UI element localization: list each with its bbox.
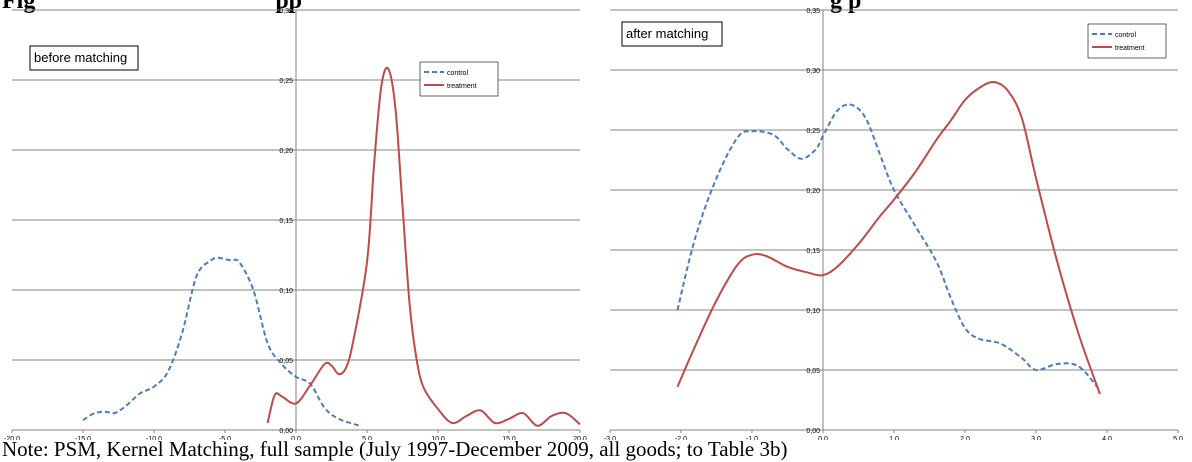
legend-label-treatment: treatment	[1115, 45, 1145, 52]
y-tick-label: 0,00	[806, 428, 820, 435]
legend: control treatment	[1087, 23, 1167, 59]
x-tick-label: -15,0	[75, 436, 91, 440]
figure-note: Note: PSM, Kernel Matching, full sample …	[2, 437, 788, 461]
x-tick-label: -20,0	[4, 436, 20, 440]
x-tick-label: 1,0	[889, 436, 899, 440]
y-tick-label: 0,05	[806, 368, 820, 375]
x-tick-label: 0,0	[818, 436, 828, 440]
series-line-treatment	[266, 66, 581, 427]
y-tick-label: 0,05	[279, 358, 293, 365]
y-tick-label: 0,10	[279, 288, 293, 295]
annotation-box: before matching	[29, 45, 139, 71]
y-tick-label: 0,20	[279, 148, 293, 155]
annotation-box: after matching	[621, 21, 723, 47]
x-tick-label: 15,0	[502, 436, 516, 440]
x-tick-label: -2,0	[675, 436, 687, 440]
legend: control treatment	[419, 61, 499, 97]
y-tick-label: 0,25	[279, 78, 293, 85]
series-line-control	[676, 103, 1101, 392]
series-line-treatment	[676, 80, 1101, 395]
x-tick-label: 2,0	[960, 436, 970, 440]
legend-label-treatment: treatment	[447, 83, 477, 90]
x-tick-label: -5,0	[219, 436, 231, 440]
y-tick-label: 0,30	[279, 8, 293, 15]
y-tick-label: 0,35	[806, 8, 820, 15]
legend-label-control: control	[1115, 32, 1136, 39]
x-tick-label: -3,0	[604, 436, 616, 440]
x-tick-label: 5,0	[362, 436, 372, 440]
x-tick-label: 0,0	[291, 436, 301, 440]
series-line-control	[82, 256, 361, 427]
y-tick-label: 0,15	[279, 218, 293, 225]
y-tick-label: 0,10	[806, 308, 820, 315]
y-tick-label: 0,25	[806, 128, 820, 135]
annotation-text: before matching	[34, 50, 127, 65]
x-tick-label: -1,0	[746, 436, 758, 440]
x-tick-label: 10,0	[431, 436, 445, 440]
x-tick-label: 20,0	[573, 436, 587, 440]
y-tick-label: 0,15	[806, 248, 820, 255]
y-tick-label: 0,20	[806, 188, 820, 195]
x-tick-label: 3,0	[1031, 436, 1041, 440]
y-tick-label: 0,00	[279, 428, 293, 435]
annotation-text: after matching	[626, 26, 708, 41]
x-tick-label: -10,0	[146, 436, 162, 440]
x-tick-label: 5,0	[1173, 436, 1183, 440]
x-tick-label: 4,0	[1102, 436, 1112, 440]
legend-label-control: control	[447, 70, 468, 77]
y-tick-label: 0,30	[806, 68, 820, 75]
chart-after-matching: 0,00 0,05 0,10 0,15 0,20 0,25 0,30 0,35 -3,0 -2,0…	[604, 8, 1183, 440]
chart-before-matching: 0,00 0,05 0,10 0,15 0,20 0,25 0,30 -20,0 -15,0 -1…	[4, 8, 587, 440]
